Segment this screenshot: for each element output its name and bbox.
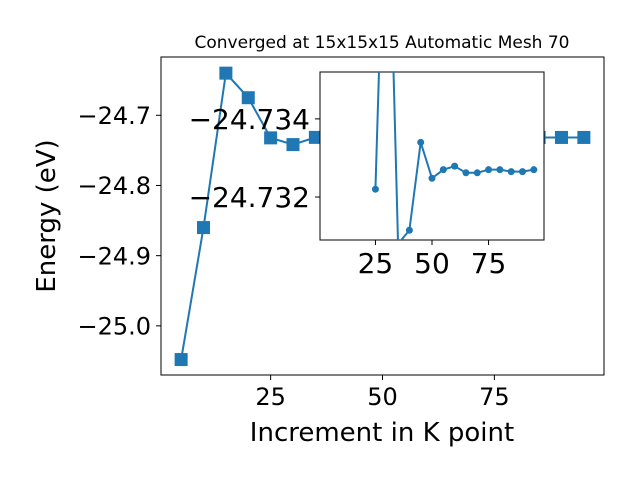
- data-point: [241, 91, 255, 105]
- data-point: [439, 166, 447, 174]
- inset-x-ticks: 25 50 75: [358, 240, 507, 280]
- x-tick-label: 25: [358, 247, 394, 280]
- data-point: [371, 185, 379, 193]
- main-x-axis-label: Increment in K point: [250, 418, 514, 448]
- x-tick-label: 50: [414, 247, 450, 280]
- y-tick-label: −24.8: [77, 172, 151, 200]
- y-tick-label: −24.7: [77, 102, 151, 130]
- y-tick-label: −24.9: [77, 242, 151, 270]
- data-point: [519, 168, 527, 176]
- data-point: [197, 221, 211, 235]
- data-point: [577, 130, 591, 144]
- x-tick-label: 25: [255, 383, 286, 411]
- data-point: [485, 166, 493, 174]
- data-point: [530, 166, 538, 174]
- x-tick-label: 75: [471, 247, 507, 280]
- data-point: [451, 162, 459, 170]
- inset-y-ticks: −24.734 −24.732: [189, 103, 320, 214]
- data-point: [286, 138, 300, 152]
- y-tick-label: −24.734: [189, 103, 310, 136]
- inset-chart: 25 50 75 −24.734 −24.732: [189, 71, 545, 280]
- main-y-ticks: −25.0 −24.9 −24.8 −24.7: [77, 102, 161, 341]
- x-tick-label: 75: [479, 383, 510, 411]
- data-point: [308, 130, 322, 144]
- data-point: [219, 66, 233, 80]
- x-tick-label: 50: [367, 383, 398, 411]
- data-point: [428, 174, 436, 182]
- data-point: [507, 168, 515, 176]
- main-title: Converged at 15x15x15 Automatic Mesh 70: [195, 33, 570, 53]
- main-x-ticks: 25 50 75: [255, 375, 510, 411]
- data-point: [554, 130, 568, 144]
- data-point: [473, 169, 481, 177]
- y-tick-label: −24.732: [189, 181, 310, 214]
- data-point: [496, 166, 504, 174]
- inset-plot-area: [319, 71, 545, 241]
- y-tick-label: −25.0: [77, 313, 151, 341]
- data-point: [462, 169, 470, 177]
- data-point: [264, 131, 278, 145]
- data-point: [417, 138, 425, 146]
- data-point: [174, 353, 188, 367]
- main-y-axis-label: Energy (eV): [32, 139, 62, 292]
- inset-series: [371, 72, 538, 240]
- data-point: [405, 226, 413, 234]
